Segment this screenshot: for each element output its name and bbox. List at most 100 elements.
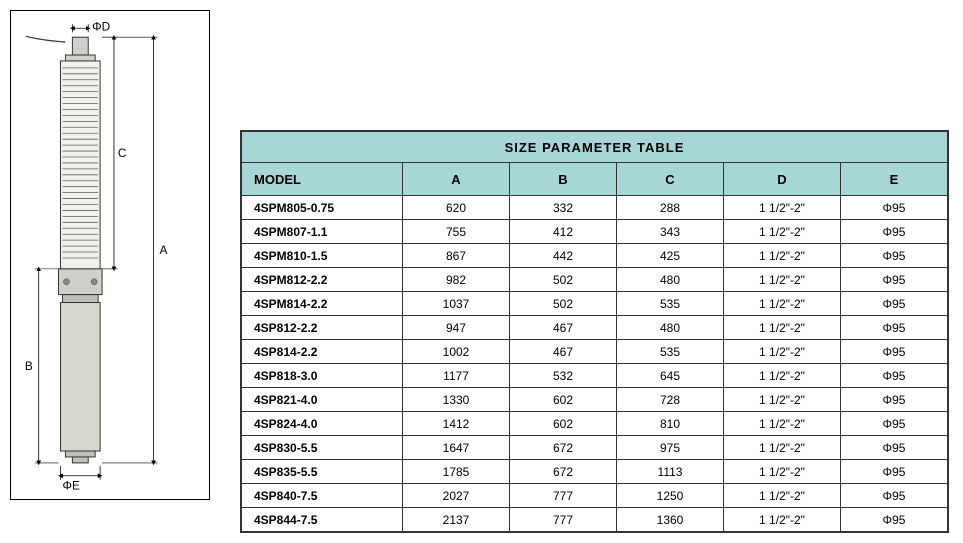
cell-model: 4SPM805-0.75 [242, 196, 403, 220]
size-parameter-table: SIZE PARAMETER TABLE MODEL A B C D E 4SP… [240, 130, 949, 533]
cell-value: 1177 [403, 364, 510, 388]
cell-value: 332 [510, 196, 617, 220]
table-row: 4SPM812-2.29825024801 1/2"-2"Φ95 [242, 268, 948, 292]
cell-value: Φ95 [841, 388, 948, 412]
cell-value: 1 1/2"-2" [724, 196, 841, 220]
cell-value: 1785 [403, 460, 510, 484]
cell-value: 602 [510, 388, 617, 412]
dim-label-b: B [25, 359, 33, 373]
table-row: 4SP830-5.516476729751 1/2"-2"Φ95 [242, 436, 948, 460]
cell-value: Φ95 [841, 364, 948, 388]
cell-value: 532 [510, 364, 617, 388]
cell-model: 4SP821-4.0 [242, 388, 403, 412]
table-header-row: MODEL A B C D E [242, 163, 948, 196]
cell-value: 502 [510, 292, 617, 316]
pump-diagram: ΦD C A B ΦE [10, 10, 210, 500]
table-row: 4SP824-4.014126028101 1/2"-2"Φ95 [242, 412, 948, 436]
cell-value: Φ95 [841, 220, 948, 244]
cell-value: 777 [510, 484, 617, 508]
cell-value: 1 1/2"-2" [724, 388, 841, 412]
cell-value: 1250 [617, 484, 724, 508]
cell-model: 4SP814-2.2 [242, 340, 403, 364]
cell-value: 2027 [403, 484, 510, 508]
col-a: A [403, 163, 510, 196]
cell-value: 425 [617, 244, 724, 268]
cell-value: Φ95 [841, 268, 948, 292]
cell-value: 1037 [403, 292, 510, 316]
cell-model: 4SP818-3.0 [242, 364, 403, 388]
cell-model: 4SPM812-2.2 [242, 268, 403, 292]
cell-value: 602 [510, 412, 617, 436]
cell-value: 1 1/2"-2" [724, 316, 841, 340]
cell-model: 4SP835-5.5 [242, 460, 403, 484]
cell-value: 645 [617, 364, 724, 388]
cell-value: Φ95 [841, 412, 948, 436]
cell-model: 4SP812-2.2 [242, 316, 403, 340]
dim-label-c: C [118, 146, 127, 160]
cell-value: 1 1/2"-2" [724, 340, 841, 364]
col-d: D [724, 163, 841, 196]
cell-model: 4SP830-5.5 [242, 436, 403, 460]
cell-value: 755 [403, 220, 510, 244]
cell-value: 947 [403, 316, 510, 340]
cell-value: 442 [510, 244, 617, 268]
table-row: 4SPM810-1.58674424251 1/2"-2"Φ95 [242, 244, 948, 268]
cell-value: 535 [617, 340, 724, 364]
cell-value: 288 [617, 196, 724, 220]
table-row: 4SPM805-0.756203322881 1/2"-2"Φ95 [242, 196, 948, 220]
cell-value: 1 1/2"-2" [724, 436, 841, 460]
cell-value: Φ95 [841, 484, 948, 508]
cell-value: 672 [510, 460, 617, 484]
dim-label-d: ΦD [92, 19, 110, 33]
cell-model: 4SPM807-1.1 [242, 220, 403, 244]
cell-value: 810 [617, 412, 724, 436]
cell-value: 672 [510, 436, 617, 460]
cell-value: Φ95 [841, 244, 948, 268]
table-row: 4SPM814-2.210375025351 1/2"-2"Φ95 [242, 292, 948, 316]
cell-value: 480 [617, 316, 724, 340]
cell-value: 467 [510, 316, 617, 340]
cell-value: Φ95 [841, 340, 948, 364]
col-e: E [841, 163, 948, 196]
table-row: 4SP818-3.011775326451 1/2"-2"Φ95 [242, 364, 948, 388]
cell-model: 4SPM810-1.5 [242, 244, 403, 268]
cell-value: Φ95 [841, 316, 948, 340]
cell-model: 4SPM814-2.2 [242, 292, 403, 316]
cell-value: 1330 [403, 388, 510, 412]
cell-value: 1412 [403, 412, 510, 436]
cell-value: 412 [510, 220, 617, 244]
cell-value: 1 1/2"-2" [724, 484, 841, 508]
cell-value: 867 [403, 244, 510, 268]
cell-value: 1 1/2"-2" [724, 268, 841, 292]
cell-value: 1 1/2"-2" [724, 364, 841, 388]
cell-value: 1113 [617, 460, 724, 484]
table-row: 4SP835-5.5178567211131 1/2"-2"Φ95 [242, 460, 948, 484]
cell-value: 728 [617, 388, 724, 412]
cell-value: Φ95 [841, 292, 948, 316]
cell-value: Φ95 [841, 436, 948, 460]
cell-value: 982 [403, 268, 510, 292]
col-b: B [510, 163, 617, 196]
cell-value: 1002 [403, 340, 510, 364]
cell-value: Φ95 [841, 196, 948, 220]
table-title: SIZE PARAMETER TABLE [242, 132, 948, 163]
col-model: MODEL [242, 163, 403, 196]
table-row: 4SP840-7.5202777712501 1/2"-2"Φ95 [242, 484, 948, 508]
cell-value: 1 1/2"-2" [724, 412, 841, 436]
cell-value: 1 1/2"-2" [724, 244, 841, 268]
cell-value: 467 [510, 340, 617, 364]
cell-value: 535 [617, 292, 724, 316]
table-row: 4SP821-4.013306027281 1/2"-2"Φ95 [242, 388, 948, 412]
table-row: 4SPM807-1.17554123431 1/2"-2"Φ95 [242, 220, 948, 244]
cell-value: 1 1/2"-2" [724, 460, 841, 484]
cell-value: 1647 [403, 436, 510, 460]
cell-value: 975 [617, 436, 724, 460]
cell-value: Φ95 [841, 460, 948, 484]
cell-model: 4SP824-4.0 [242, 412, 403, 436]
table-body: 4SPM805-0.756203322881 1/2"-2"Φ954SPM807… [242, 196, 948, 532]
cell-value: 1 1/2"-2" [724, 292, 841, 316]
table-row: 4SP814-2.210024675351 1/2"-2"Φ95 [242, 340, 948, 364]
dim-label-a: A [160, 243, 168, 257]
cell-value: 620 [403, 196, 510, 220]
cell-value: 343 [617, 220, 724, 244]
